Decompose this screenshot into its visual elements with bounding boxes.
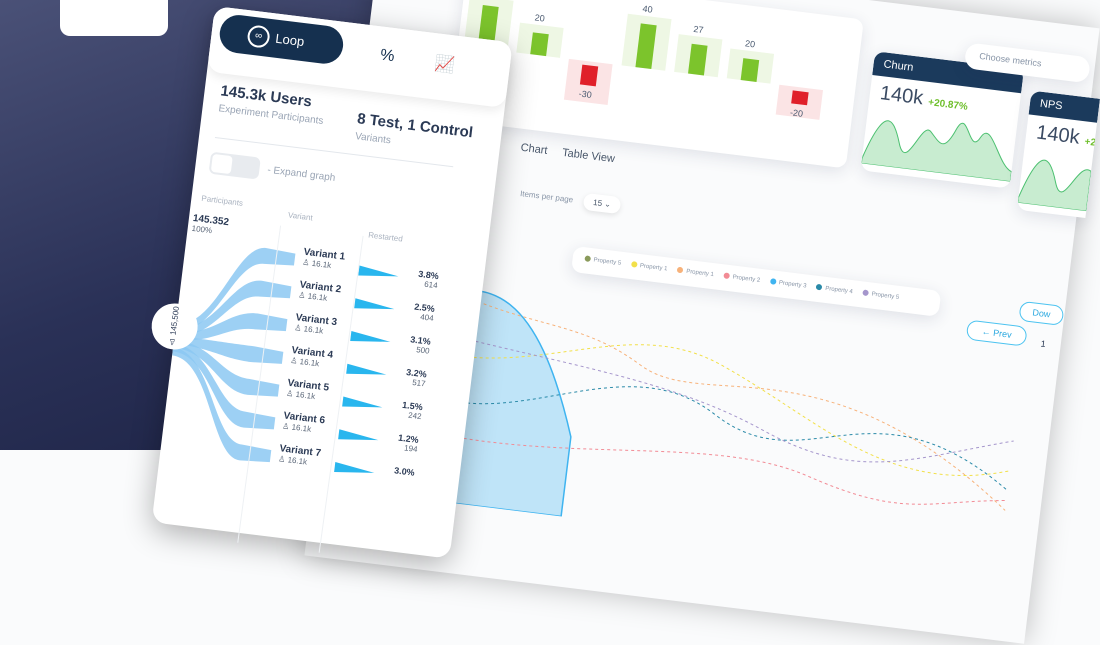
restart-flow — [350, 331, 391, 342]
bar-label: -20 — [789, 107, 804, 119]
legend-dot — [630, 261, 638, 268]
line-chart — [402, 278, 1014, 518]
restart-flow — [338, 429, 379, 441]
metric-card-churn[interactable]: Churn 140k +20.87% — [860, 51, 1025, 189]
legend-dot — [862, 289, 870, 297]
sankey-flow — [174, 313, 288, 341]
variants-sub: Variants — [354, 131, 392, 147]
col-variant: Variant — [287, 210, 314, 223]
legend-item[interactable]: Property 3 — [769, 278, 807, 289]
bar[interactable] — [579, 64, 599, 87]
sankey-flow — [172, 343, 276, 430]
restart-flow — [358, 265, 399, 277]
items-per-page-label: Items per page — [519, 189, 574, 205]
sankey-flow — [173, 339, 280, 397]
items-per-page: Items per page 15 ⌄ — [519, 185, 622, 215]
bar[interactable] — [740, 58, 760, 82]
bar[interactable] — [791, 90, 809, 106]
legend-item[interactable]: Property 4 — [816, 283, 853, 295]
logo-tile — [60, 0, 168, 36]
legend-item[interactable]: Property 2 — [723, 272, 760, 283]
sankey-flow — [172, 347, 272, 463]
tab-loop[interactable]: ∞ Loop — [217, 12, 346, 66]
legend-dot — [816, 283, 823, 291]
percent-icon[interactable]: % — [379, 46, 396, 66]
expand-graph-label: - Expand graph — [266, 164, 336, 184]
download-button[interactable]: Dow — [1018, 300, 1065, 326]
sankey-flow — [173, 335, 284, 364]
page-number[interactable]: 1 — [1040, 338, 1047, 350]
legend-item[interactable]: Property 5 — [862, 289, 899, 300]
prev-button[interactable]: ← Prev — [965, 319, 1028, 347]
bar-label: 27 — [692, 24, 705, 36]
restart-flow — [354, 298, 395, 310]
view-tabs: Chart Table View — [520, 142, 627, 167]
bar-label: -30 — [578, 88, 593, 100]
legend-dot — [584, 255, 592, 263]
tab-chart[interactable]: Chart — [520, 141, 549, 157]
legend-item[interactable]: Property 5 — [584, 255, 621, 266]
loop-icon: ∞ — [246, 24, 271, 49]
legend-dot — [769, 278, 777, 285]
sparkline — [860, 120, 1013, 183]
bar-label: 40 — [641, 3, 654, 15]
loop-panel: ∞ Loop % 📈 145.3k Users Experiment Partic… — [149, 6, 513, 559]
col-participants: Participants — [200, 193, 244, 208]
legend-item[interactable]: Property 1 — [677, 266, 714, 278]
sankey-flow — [174, 280, 292, 336]
items-per-page-select[interactable]: 15 ⌄ — [582, 192, 622, 215]
growth-chart-icon[interactable]: 📈 — [433, 55, 456, 75]
tab-table-view[interactable]: Table View — [561, 146, 616, 166]
expand-graph-toggle[interactable] — [208, 151, 261, 180]
legend-item[interactable]: Property 1 — [630, 261, 668, 272]
restart-flow — [342, 396, 383, 408]
bar-label: 20 — [744, 38, 756, 50]
bar-label: 20 — [534, 12, 546, 24]
restart-flow — [346, 363, 387, 375]
legend-dot — [723, 272, 731, 280]
restart-flow — [334, 462, 375, 473]
metric-card-nps[interactable]: NPS 140k +20.87% — [1016, 90, 1100, 219]
bar[interactable] — [530, 32, 549, 57]
legend-dot — [677, 266, 684, 274]
sparkline — [1017, 159, 1092, 212]
